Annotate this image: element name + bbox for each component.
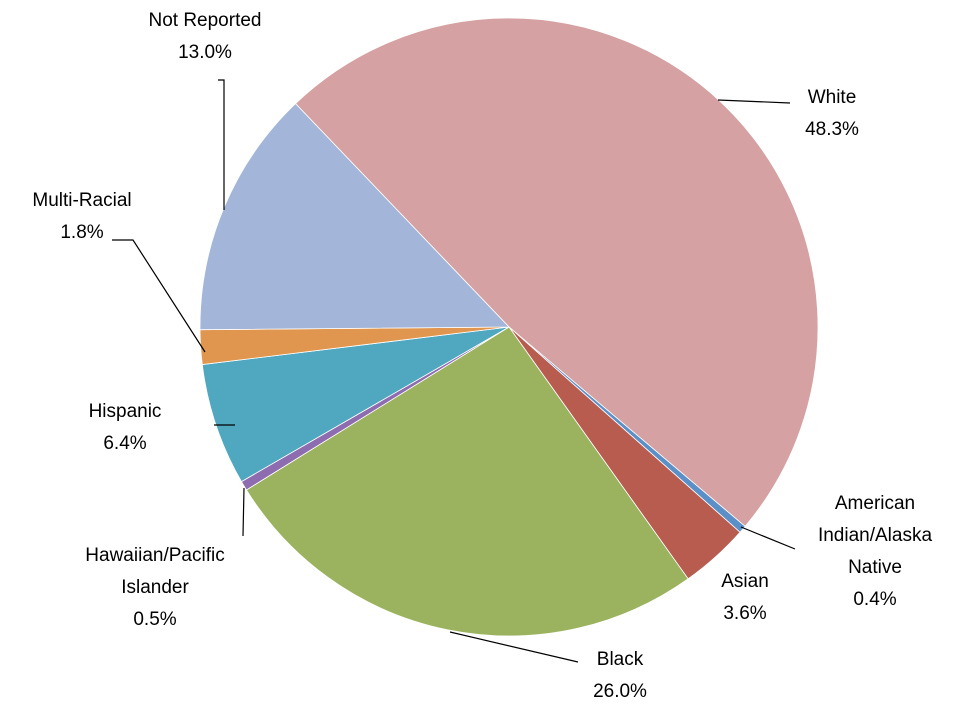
slice-label: Asian 3.6%: [685, 566, 805, 630]
slice-name: Asian: [721, 571, 769, 592]
slice-value: 3.6%: [723, 603, 767, 624]
slice-name: Black: [596, 649, 644, 670]
pie-slice: [245, 326, 689, 637]
slice-name: Hispanic: [88, 401, 162, 422]
leader-line: [740, 526, 796, 550]
slice-name: Not Reported: [148, 10, 262, 31]
leader-line: [449, 631, 579, 663]
slice-value: 6.4%: [103, 433, 147, 454]
slice-value: 13.0%: [178, 42, 232, 63]
leader-line: [717, 99, 791, 104]
slice-value: 0.5%: [133, 609, 177, 630]
slice-name: Hawaiian/Pacific Islander: [85, 545, 225, 598]
slice-label: Black 26.0%: [560, 644, 680, 705]
slice-name: White: [807, 87, 857, 108]
slice-label: White 48.3%: [772, 82, 892, 146]
slice-value: 0.4%: [853, 589, 897, 610]
slice-value: 48.3%: [805, 119, 859, 140]
slice-label: Multi-Racial 1.8%: [17, 185, 147, 249]
slice-name: Multi-Racial: [32, 190, 132, 211]
slice-value: 26.0%: [593, 681, 647, 702]
slice-value: 1.8%: [60, 222, 104, 243]
slice-name: American Indian/Alaska Native: [817, 493, 933, 578]
slice-label: Hispanic 6.4%: [65, 396, 185, 460]
slice-label: Hawaiian/Pacific Islander 0.5%: [68, 540, 243, 636]
pie-slice: [294, 17, 819, 527]
leader-line: [112, 239, 206, 353]
leader-line: [242, 487, 245, 537]
slice-label: Not Reported 13.0%: [130, 5, 280, 69]
slice-label: American Indian/Alaska Native 0.4%: [790, 488, 960, 616]
leader-line: [218, 79, 225, 210]
